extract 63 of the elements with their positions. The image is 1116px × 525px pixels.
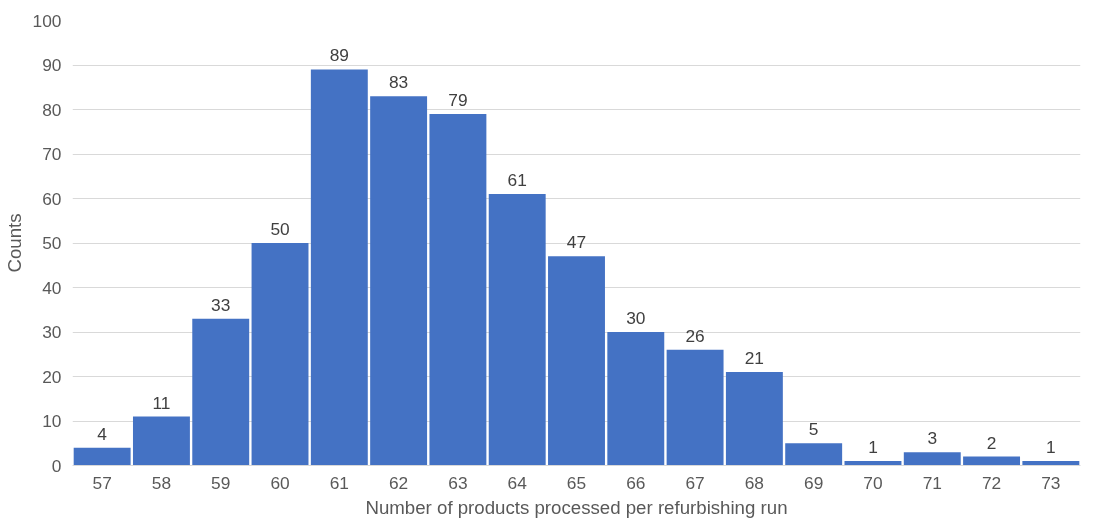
x-tick-label: 70 <box>863 472 883 493</box>
data-label: 33 <box>211 294 231 315</box>
bar <box>251 243 309 466</box>
data-label: 1 <box>868 437 878 458</box>
bar <box>310 69 368 466</box>
bar <box>488 194 546 466</box>
y-tick-label: 10 <box>42 411 62 431</box>
bar <box>1022 461 1080 466</box>
bar <box>963 456 1021 466</box>
y-axis-title: Counts <box>3 213 25 273</box>
x-tick-label: 68 <box>744 472 765 493</box>
bar <box>607 332 665 466</box>
data-label: 3 <box>927 428 938 449</box>
x-tick-label: 58 <box>151 472 172 493</box>
data-label: 47 <box>566 232 587 253</box>
data-label: 1 <box>1046 437 1056 458</box>
x-tick-label: 64 <box>507 472 528 493</box>
bar <box>666 349 724 466</box>
data-label: 2 <box>986 432 997 453</box>
y-tick-label: 90 <box>42 55 62 75</box>
y-tick-label: 30 <box>42 322 62 342</box>
y-tick-label: 0 <box>51 455 62 476</box>
data-label: 30 <box>626 308 646 328</box>
x-tick-label: 59 <box>211 472 231 493</box>
data-label: 83 <box>388 72 409 93</box>
bar <box>903 452 961 466</box>
x-tick-label: 57 <box>92 472 112 493</box>
bar <box>370 96 428 466</box>
bar <box>785 443 843 466</box>
data-label: 11 <box>152 392 171 413</box>
data-label: 89 <box>329 45 349 66</box>
x-tick-label: 67 <box>685 472 705 493</box>
y-tick-label: 80 <box>42 99 62 120</box>
data-label: 4 <box>97 423 108 444</box>
x-axis-title: Number of products processed per refurbishing run <box>365 496 788 518</box>
data-label: 5 <box>808 419 819 440</box>
bar <box>548 256 605 466</box>
x-tick-label: 63 <box>448 472 468 493</box>
y-tick-label: 70 <box>42 144 62 164</box>
data-label: 50 <box>270 219 290 239</box>
data-label: 61 <box>507 170 527 191</box>
bar <box>725 372 783 466</box>
x-tick-label: 71 <box>922 472 942 493</box>
x-tick-label: 73 <box>1041 472 1061 493</box>
y-tick-label: 50 <box>42 233 62 253</box>
x-tick-label: 72 <box>981 472 1002 493</box>
bar <box>192 318 250 466</box>
x-tick-label: 62 <box>388 472 409 493</box>
x-tick-label: 69 <box>804 472 824 493</box>
bar <box>73 447 131 466</box>
data-label: 21 <box>744 348 765 369</box>
x-tick-label: 65 <box>566 472 587 493</box>
bar <box>132 416 190 466</box>
y-tick-label: 60 <box>42 188 62 209</box>
data-label: 79 <box>448 89 468 110</box>
bar <box>429 113 487 466</box>
x-tick-label: 61 <box>329 472 349 493</box>
y-tick-label: 100 <box>32 10 62 31</box>
y-tick-label: 20 <box>42 366 62 387</box>
data-label: 26 <box>685 325 705 346</box>
x-tick-label: 60 <box>270 472 290 493</box>
x-tick-label: 66 <box>626 472 646 493</box>
y-tick-label: 40 <box>42 277 62 298</box>
